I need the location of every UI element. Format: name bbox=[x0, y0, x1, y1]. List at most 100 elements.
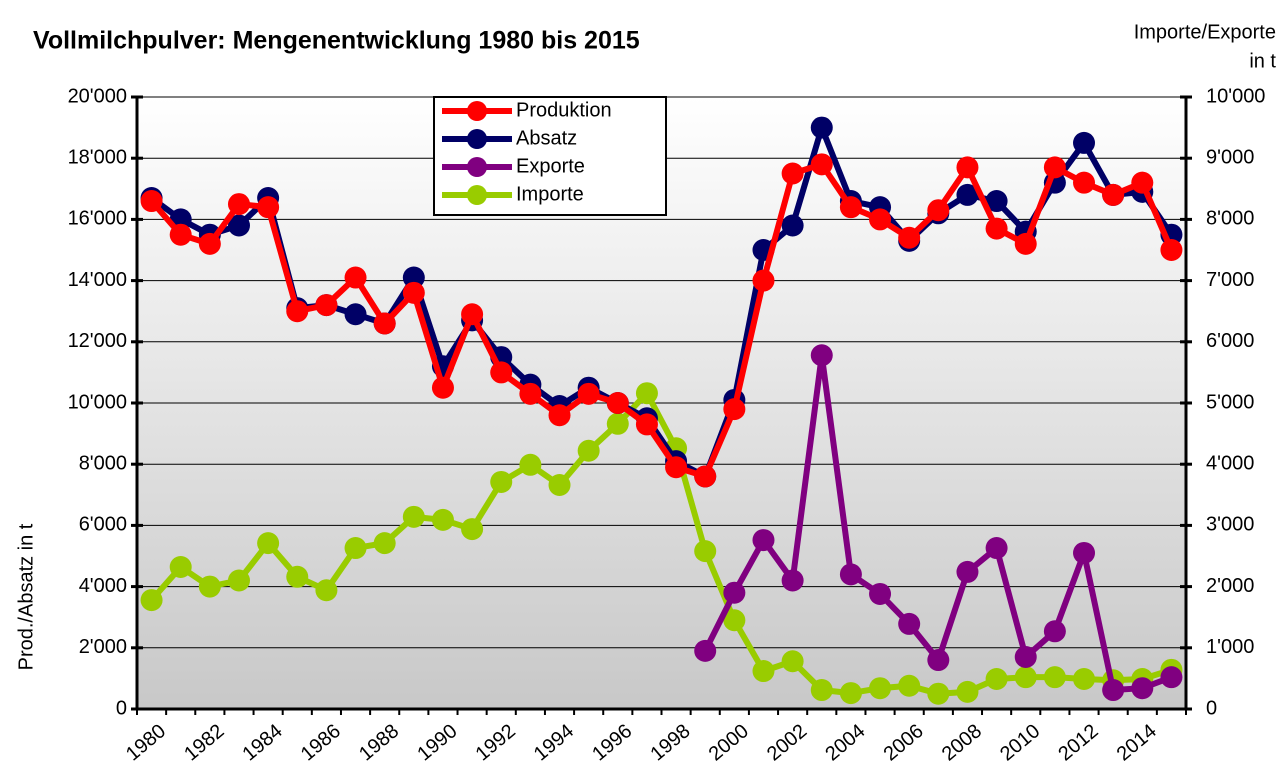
data-point bbox=[402, 281, 425, 304]
data-point bbox=[1014, 666, 1037, 689]
data-point bbox=[461, 518, 484, 541]
data-point bbox=[752, 529, 775, 552]
data-point bbox=[898, 674, 921, 697]
data-point bbox=[431, 376, 454, 399]
data-point bbox=[344, 266, 367, 289]
data-point bbox=[140, 589, 163, 612]
data-point bbox=[1014, 645, 1037, 668]
data-point bbox=[227, 569, 250, 592]
data-point bbox=[461, 303, 484, 326]
legend-label: Exporte bbox=[516, 155, 585, 177]
y-tick-label: 14'000 bbox=[68, 269, 127, 291]
data-point bbox=[431, 508, 454, 531]
data-point bbox=[752, 660, 775, 683]
data-point bbox=[373, 532, 396, 555]
data-point bbox=[577, 382, 600, 405]
data-point bbox=[810, 153, 833, 176]
data-point bbox=[344, 303, 367, 326]
y2-tick-label: 10'000 bbox=[1206, 85, 1265, 107]
x-tick-label: 1986 bbox=[297, 720, 345, 765]
y-tick-label: 8'000 bbox=[79, 452, 127, 474]
data-point bbox=[606, 392, 629, 414]
data-point bbox=[490, 470, 513, 493]
y2-axis-label: in t bbox=[1249, 50, 1276, 72]
y2-tick-label: 4'000 bbox=[1206, 452, 1254, 474]
y-tick-label: 16'000 bbox=[68, 208, 127, 230]
x-tick-label: 2008 bbox=[938, 720, 986, 765]
x-tick-label: 1996 bbox=[588, 720, 636, 765]
data-point bbox=[665, 456, 688, 479]
data-point bbox=[635, 382, 658, 405]
data-point bbox=[956, 183, 979, 206]
y-axis-label: Prod./Absatz in t bbox=[15, 523, 37, 670]
data-point bbox=[1043, 156, 1066, 179]
data-point bbox=[723, 609, 746, 632]
x-tick-label: 2004 bbox=[821, 720, 869, 765]
x-tick-label: 1992 bbox=[472, 720, 520, 765]
y2-tick-label: 8'000 bbox=[1206, 208, 1254, 230]
y2-tick-label: 2'000 bbox=[1206, 575, 1254, 597]
data-point bbox=[286, 300, 309, 323]
data-point bbox=[257, 532, 280, 555]
data-point bbox=[781, 162, 804, 185]
legend: Produktion Absatz Exporte Importe bbox=[433, 96, 667, 216]
data-point bbox=[373, 312, 396, 335]
data-point bbox=[490, 361, 513, 384]
data-point bbox=[344, 537, 367, 560]
y2-tick-label: 6'000 bbox=[1206, 330, 1254, 352]
y-tick-label: 18'000 bbox=[68, 146, 127, 168]
data-point bbox=[869, 582, 892, 605]
data-point bbox=[956, 560, 979, 583]
data-point bbox=[927, 649, 950, 672]
y-tick-label: 20'000 bbox=[68, 85, 127, 107]
data-point bbox=[169, 223, 192, 246]
data-point bbox=[1073, 131, 1096, 154]
data-point bbox=[869, 208, 892, 231]
data-point bbox=[1043, 666, 1066, 689]
data-point bbox=[985, 190, 1008, 213]
data-point bbox=[286, 565, 309, 588]
data-point bbox=[198, 575, 221, 598]
data-point bbox=[810, 116, 833, 139]
data-point bbox=[723, 398, 746, 421]
data-point bbox=[169, 556, 192, 579]
data-point bbox=[402, 505, 425, 528]
y-tick-label: 2'000 bbox=[79, 636, 127, 658]
data-point bbox=[694, 540, 717, 563]
x-tick-label: 1990 bbox=[413, 720, 461, 765]
y2-tick-label: 3'000 bbox=[1206, 514, 1254, 536]
data-point bbox=[227, 193, 250, 216]
legend-marker bbox=[467, 101, 487, 121]
legend-label: Produktion bbox=[516, 99, 612, 121]
legend-marker bbox=[467, 157, 487, 177]
data-point bbox=[1131, 677, 1154, 700]
x-tick-label: 2010 bbox=[996, 720, 1044, 765]
data-point bbox=[781, 569, 804, 592]
data-point bbox=[694, 465, 717, 488]
data-point bbox=[810, 344, 833, 367]
data-point bbox=[402, 266, 425, 289]
data-point bbox=[898, 226, 921, 249]
legend-marker bbox=[467, 185, 487, 205]
data-point bbox=[985, 668, 1008, 691]
data-point bbox=[548, 404, 571, 427]
x-tick-label: 1994 bbox=[530, 720, 578, 765]
data-point bbox=[635, 413, 658, 436]
x-tick-label: 1998 bbox=[646, 720, 694, 765]
data-point bbox=[1043, 620, 1066, 643]
data-point bbox=[606, 412, 629, 435]
data-point bbox=[315, 294, 338, 317]
x-tick-label: 2006 bbox=[880, 720, 928, 765]
data-point bbox=[1073, 668, 1096, 691]
legend-marker bbox=[467, 129, 487, 149]
y-tick-label: 12'000 bbox=[68, 330, 127, 352]
data-point bbox=[869, 677, 892, 700]
y2-tick-label: 9'000 bbox=[1206, 146, 1254, 168]
x-tick-label: 1988 bbox=[355, 720, 403, 765]
data-point bbox=[781, 214, 804, 237]
data-point bbox=[548, 474, 571, 497]
y-tick-label: 10'000 bbox=[68, 391, 127, 413]
data-point bbox=[227, 214, 250, 237]
x-tick-label: 1982 bbox=[180, 720, 228, 765]
